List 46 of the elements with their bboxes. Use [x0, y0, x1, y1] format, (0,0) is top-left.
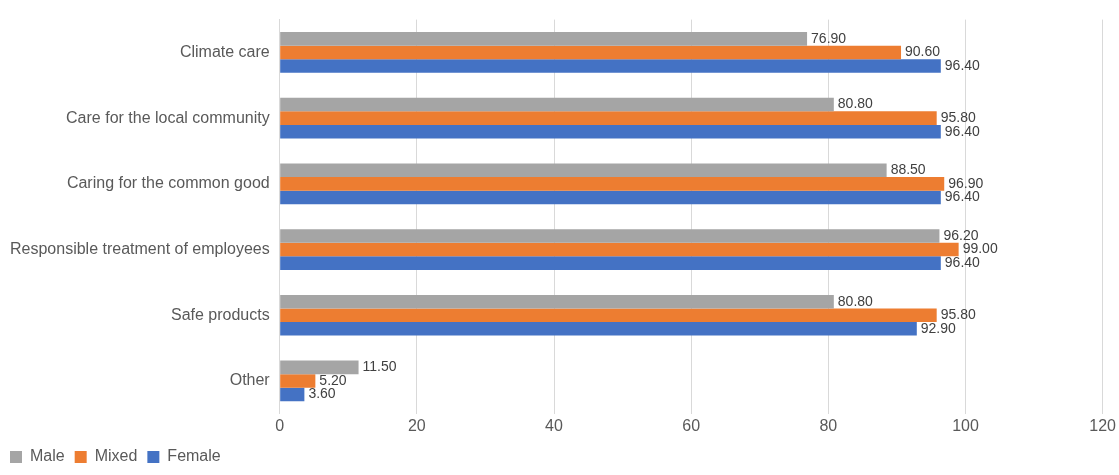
data-label: 80.80	[837, 95, 874, 112]
x-tick-label: 100	[952, 416, 979, 434]
bar	[280, 32, 808, 46]
y-tick-label: Safe products	[170, 305, 270, 323]
bar	[280, 374, 316, 388]
bar	[280, 256, 941, 270]
bar	[280, 322, 917, 336]
bar	[280, 229, 940, 243]
bar	[280, 190, 941, 205]
bar	[280, 387, 305, 402]
data-label: 80.80	[837, 292, 874, 309]
data-label: 76.90	[811, 29, 847, 46]
y-tick-label: Other	[229, 371, 271, 389]
x-tick-label: 80	[819, 416, 838, 434]
data-label: 88.50	[890, 161, 926, 178]
x-tick-label: 0	[275, 416, 285, 434]
bar	[280, 360, 359, 375]
bar	[280, 177, 945, 191]
bar	[280, 45, 902, 60]
legend-label: Male	[30, 447, 65, 465]
x-tick-label: 40	[545, 416, 564, 434]
data-label: 96.20	[943, 226, 979, 243]
bar	[280, 294, 834, 309]
x-tick-label: 120	[1089, 416, 1117, 434]
bar	[280, 111, 937, 125]
bar	[280, 163, 887, 178]
bar	[280, 97, 834, 112]
data-label: 90.60	[905, 43, 941, 60]
data-label: 5.20	[319, 371, 347, 388]
bar	[280, 242, 959, 257]
data-label: 96.90	[948, 174, 984, 191]
bar	[280, 59, 941, 73]
legend-label: Female	[167, 447, 221, 465]
data-label: 3.60	[308, 385, 336, 402]
y-tick-label: Caring for the common good	[66, 174, 270, 192]
y-tick-label: Care for the local community	[66, 108, 270, 126]
data-label: 96.40	[944, 188, 981, 205]
x-tick-label: 20	[407, 416, 426, 434]
x-tick-label: 60	[682, 416, 701, 434]
data-label: 96.40	[944, 56, 981, 73]
y-tick-label: Climate care	[179, 42, 270, 60]
y-tick-label: Responsible treatment of employees	[9, 239, 270, 257]
bar	[280, 124, 941, 139]
legend-label: Mixed	[94, 447, 138, 465]
data-label: 11.50	[362, 358, 397, 375]
bar	[280, 308, 937, 323]
